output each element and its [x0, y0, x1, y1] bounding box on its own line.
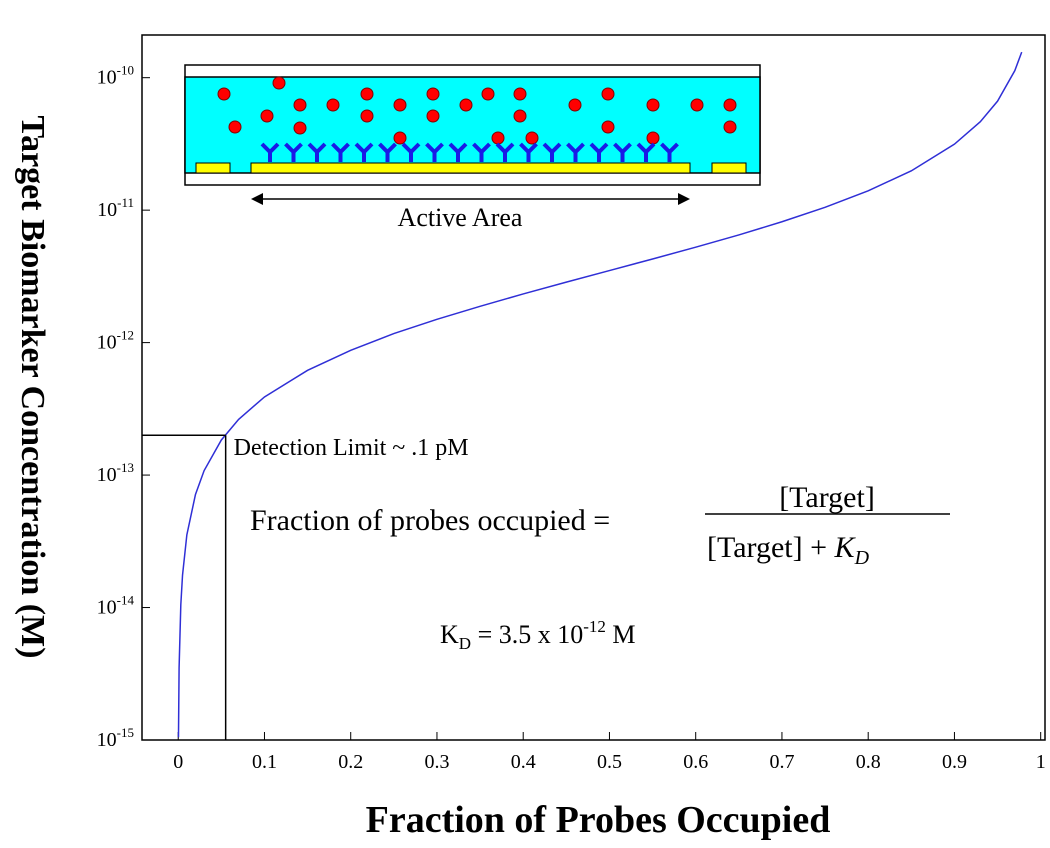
inset-particle	[646, 98, 660, 112]
formula-numerator: [Target]	[779, 481, 875, 514]
inset-particle	[491, 131, 505, 145]
inset-particle	[723, 120, 737, 134]
inset-probe	[542, 142, 562, 162]
inset-probe	[566, 142, 585, 162]
x-tick-label: 0.9	[942, 751, 967, 773]
inset-probe	[401, 142, 421, 162]
inset-particle	[513, 109, 527, 123]
inset-particle	[481, 87, 495, 101]
inset-particle	[393, 131, 407, 145]
inset-pad	[195, 162, 231, 174]
inset-probe	[660, 142, 679, 162]
x-tick-label: 0.5	[597, 751, 622, 773]
inset-particle	[459, 98, 473, 112]
inset-probe	[378, 142, 397, 162]
inset-fluid	[184, 76, 761, 174]
inset-particle	[326, 98, 340, 112]
inset-probe	[354, 142, 374, 162]
inset-probe	[495, 142, 515, 162]
kd-note: KD = 3.5 x 10-12 M	[440, 617, 636, 653]
inset-particle	[601, 120, 615, 134]
inset-particle	[513, 87, 527, 101]
inset-particle	[260, 109, 274, 123]
inset-probe	[425, 142, 444, 162]
plot-frame	[141, 34, 1046, 741]
inset-pad	[711, 162, 747, 174]
inset-particle	[360, 87, 374, 101]
x-tick-label: 0.4	[511, 751, 536, 773]
inset-diagram: Active Area	[184, 64, 761, 232]
y-axis-title: Target Biomarker Concentration (M)	[14, 116, 51, 659]
inset-probe	[472, 142, 491, 162]
inset-electrode	[250, 162, 691, 174]
inset-particle	[426, 109, 440, 123]
inset-particle	[393, 98, 407, 112]
inset-probe	[284, 142, 303, 162]
inset-particle	[293, 121, 307, 135]
y-tick-label: 10-13	[97, 460, 134, 486]
kd-mid: = 3.5 x 10	[471, 620, 583, 649]
inset-particle	[360, 109, 374, 123]
inset-particle	[690, 98, 704, 112]
inset-particle	[646, 131, 660, 145]
formula-denominator-text: [Target] +	[707, 531, 835, 564]
x-tick-label: 0.2	[338, 751, 363, 773]
formula-k: K	[834, 531, 857, 564]
y-tick-label: 10-10	[97, 63, 134, 89]
inset-particle	[426, 87, 440, 101]
inset-particle	[723, 98, 737, 112]
y-tick-label: 10-12	[97, 328, 134, 354]
inset-particle	[568, 98, 582, 112]
inset-particle	[217, 87, 231, 101]
inset-particle	[601, 87, 615, 101]
inset-probe	[613, 142, 632, 162]
inset-caption: Active Area	[398, 203, 523, 232]
formula-k-sub: D	[854, 547, 870, 569]
x-tick-label: 0.3	[424, 751, 449, 773]
kd-k: K	[440, 620, 459, 649]
x-tick-label: 0	[173, 751, 183, 773]
x-tick-label: 0.7	[769, 751, 794, 773]
x-tick-label: 0.1	[252, 751, 277, 773]
inset-probe	[636, 142, 656, 162]
inset-probe	[260, 142, 280, 162]
inset-particle	[272, 76, 286, 90]
kd-sub: D	[459, 634, 471, 653]
detection-limit-label: Detection Limit ~ .1 pM	[234, 435, 469, 461]
x-axis-title: Fraction of Probes Occupied	[366, 799, 831, 841]
x-tick-label: 0.6	[683, 751, 708, 773]
x-tick-label: 0.8	[856, 751, 881, 773]
inset-probe	[589, 142, 609, 162]
formula-denominator: [Target] + KD	[707, 531, 870, 569]
inset-probe	[307, 142, 327, 162]
kd-unit: M	[606, 620, 636, 649]
y-tick-label: 10-15	[97, 725, 134, 751]
inset-probe	[448, 142, 468, 162]
x-tick-label: 1	[1036, 751, 1046, 773]
inset-particle	[228, 120, 242, 134]
formula-lhs: Fraction of probes occupied =	[250, 504, 610, 537]
inset-probe	[331, 142, 350, 162]
kd-sup: -12	[583, 617, 606, 636]
inset-particle	[525, 131, 539, 145]
y-tick-label: 10-11	[97, 195, 134, 221]
inset-probe	[519, 142, 538, 162]
y-tick-label: 10-14	[97, 593, 135, 619]
inset-particle	[293, 98, 307, 112]
data-line	[177, 51, 1023, 738]
